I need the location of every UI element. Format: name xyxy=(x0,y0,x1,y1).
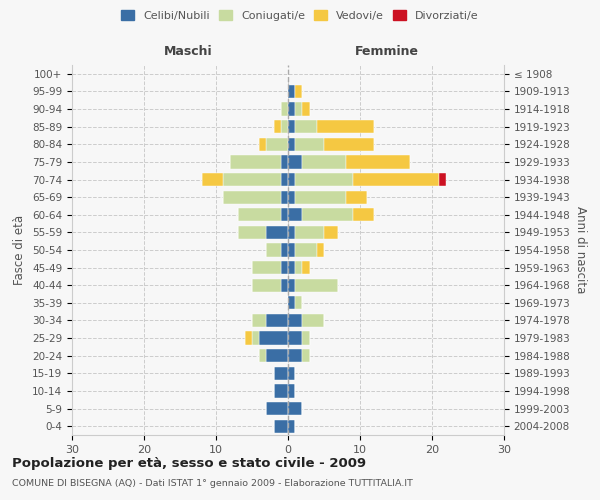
Legend: Celibi/Nubili, Coniugati/e, Vedovi/e, Divorziati/e: Celibi/Nubili, Coniugati/e, Vedovi/e, Di… xyxy=(117,6,483,25)
Bar xyxy=(252,314,266,327)
Bar xyxy=(266,314,288,327)
Bar xyxy=(295,173,353,186)
Bar xyxy=(266,226,288,239)
Bar xyxy=(281,244,288,256)
Bar xyxy=(317,120,374,134)
Bar xyxy=(281,261,288,274)
Bar xyxy=(346,190,367,204)
Bar xyxy=(346,156,410,168)
Bar xyxy=(295,85,302,98)
Bar xyxy=(274,384,288,398)
Bar xyxy=(295,261,302,274)
Bar xyxy=(252,261,281,274)
Bar xyxy=(295,138,324,151)
Bar xyxy=(302,102,310,116)
Bar xyxy=(295,226,324,239)
Bar xyxy=(295,296,302,310)
Bar xyxy=(266,349,288,362)
Bar xyxy=(324,138,374,151)
Bar xyxy=(288,173,295,186)
Bar xyxy=(281,120,288,134)
Bar xyxy=(288,244,295,256)
Bar xyxy=(302,349,310,362)
Bar xyxy=(281,156,288,168)
Bar xyxy=(288,226,295,239)
Bar xyxy=(238,226,266,239)
Bar xyxy=(439,173,446,186)
Bar xyxy=(288,138,295,151)
Bar xyxy=(223,173,281,186)
Bar xyxy=(288,314,302,327)
Bar xyxy=(245,332,252,344)
Text: Maschi: Maschi xyxy=(164,44,213,58)
Bar xyxy=(295,190,346,204)
Bar xyxy=(288,366,295,380)
Bar xyxy=(288,420,295,433)
Bar xyxy=(223,190,281,204)
Bar xyxy=(288,261,295,274)
Y-axis label: Fasce di età: Fasce di età xyxy=(13,215,26,285)
Bar xyxy=(259,138,266,151)
Bar xyxy=(288,190,295,204)
Bar xyxy=(281,102,288,116)
Bar xyxy=(295,278,338,292)
Bar xyxy=(288,156,302,168)
Bar xyxy=(295,102,302,116)
Bar xyxy=(353,208,374,222)
Bar xyxy=(302,208,353,222)
Bar xyxy=(274,120,281,134)
Bar xyxy=(266,244,281,256)
Bar xyxy=(266,138,288,151)
Bar xyxy=(288,278,295,292)
Text: Popolazione per età, sesso e stato civile - 2009: Popolazione per età, sesso e stato civil… xyxy=(12,458,366,470)
Bar xyxy=(288,384,295,398)
Text: COMUNE DI BISEGNA (AQ) - Dati ISTAT 1° gennaio 2009 - Elaborazione TUTTITALIA.IT: COMUNE DI BISEGNA (AQ) - Dati ISTAT 1° g… xyxy=(12,478,413,488)
Bar xyxy=(302,314,324,327)
Bar xyxy=(288,120,295,134)
Bar xyxy=(274,420,288,433)
Bar xyxy=(288,296,295,310)
Bar xyxy=(259,349,266,362)
Bar xyxy=(252,278,281,292)
Bar xyxy=(317,244,324,256)
Bar xyxy=(281,190,288,204)
Bar xyxy=(288,208,302,222)
Text: Femmine: Femmine xyxy=(355,44,419,58)
Bar xyxy=(302,156,346,168)
Bar xyxy=(288,402,302,415)
Bar xyxy=(353,173,439,186)
Bar xyxy=(295,120,317,134)
Bar xyxy=(252,332,259,344)
Bar xyxy=(288,102,295,116)
Bar xyxy=(281,278,288,292)
Bar xyxy=(202,173,223,186)
Bar xyxy=(230,156,281,168)
Bar xyxy=(288,349,302,362)
Bar xyxy=(238,208,281,222)
Bar xyxy=(302,332,310,344)
Bar xyxy=(295,244,317,256)
Bar xyxy=(274,366,288,380)
Bar xyxy=(281,208,288,222)
Bar xyxy=(288,332,302,344)
Bar xyxy=(259,332,288,344)
Y-axis label: Anni di nascita: Anni di nascita xyxy=(574,206,587,294)
Bar xyxy=(324,226,338,239)
Bar xyxy=(281,173,288,186)
Bar xyxy=(302,261,310,274)
Bar xyxy=(266,402,288,415)
Bar xyxy=(288,85,295,98)
